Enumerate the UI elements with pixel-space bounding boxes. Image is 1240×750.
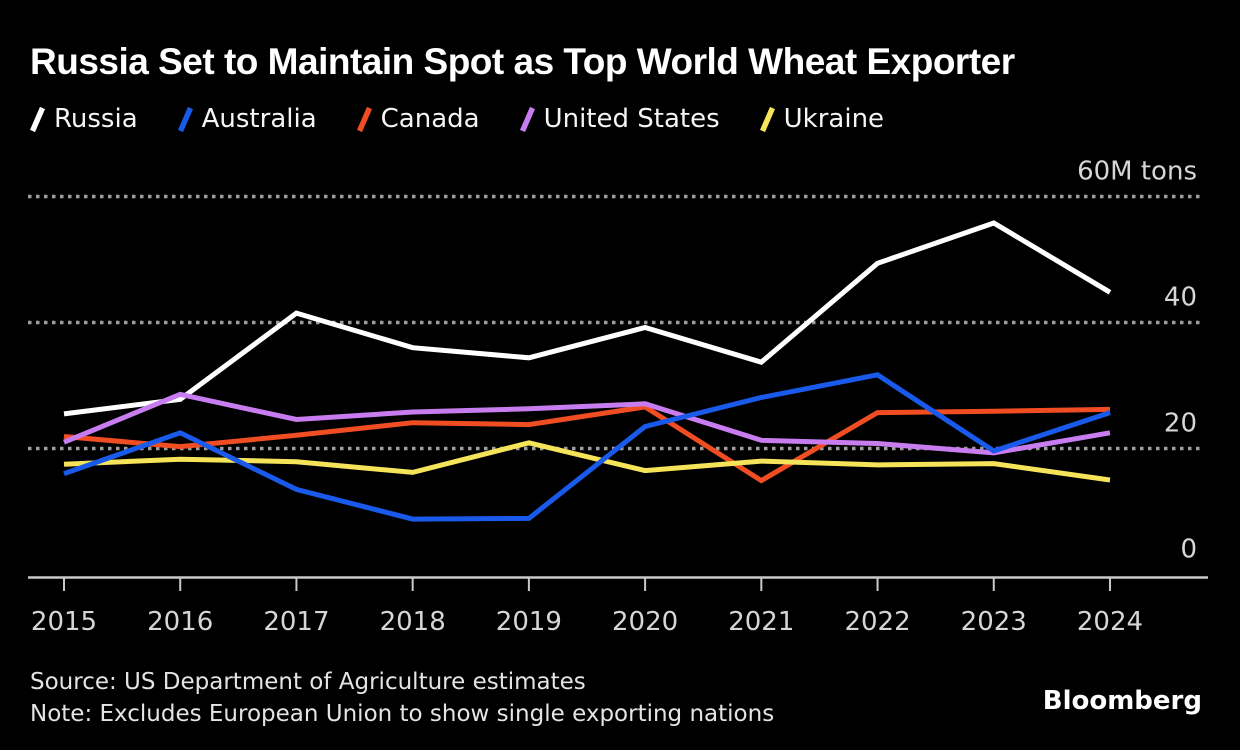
y-tick-label-40: 40 xyxy=(1164,283,1197,313)
line-chart: 0 20 40 60M tons 2015 2016 2017 2018 2019 2020 202… xyxy=(28,157,1208,637)
chart-legend: Russia Australia Canada United States Ukrain… xyxy=(30,104,884,134)
legend-item-label: Australia xyxy=(201,104,317,134)
legend-slash-icon-ukraine xyxy=(759,106,775,132)
x-tick-label-2018: 2018 xyxy=(380,607,446,637)
legend-item-canada: Canada xyxy=(356,104,480,134)
legend-item-ukraine: Ukraine xyxy=(759,104,885,134)
legend-item-label: Canada xyxy=(380,104,480,134)
series-line-united-states xyxy=(63,391,1111,456)
legend-item-australia: Australia xyxy=(177,104,317,134)
y-tick-label-60: 60M tons xyxy=(1077,157,1197,187)
legend-slash-icon-canada xyxy=(356,106,372,132)
x-tick-label-2022: 2022 xyxy=(844,607,910,637)
x-tick-label-2019: 2019 xyxy=(496,607,562,637)
source-line: Source: US Department of Agriculture est… xyxy=(30,669,586,695)
chart-footer: Source: US Department of Agriculture est… xyxy=(30,666,774,730)
x-tick-label-2017: 2017 xyxy=(263,607,329,637)
x-tick-label-2021: 2021 xyxy=(728,607,794,637)
legend-slash-icon-australia xyxy=(177,106,193,132)
bloomberg-logo: Bloomberg xyxy=(1042,686,1202,716)
x-tick-label-2023: 2023 xyxy=(961,607,1027,637)
note-line: Note: Excludes European Union to show si… xyxy=(30,701,775,727)
y-tick-label-0: 0 xyxy=(1180,535,1197,565)
legend-item-label: United States xyxy=(543,104,720,134)
chart-title: Russia Set to Maintain Spot as Top World… xyxy=(30,41,1015,82)
series-line-russia xyxy=(63,220,1112,417)
legend-item-label: Ukraine xyxy=(783,104,885,134)
legend-item-russia: Russia xyxy=(30,104,138,134)
x-tick-label-2016: 2016 xyxy=(147,607,213,637)
legend-slash-icon-united-states xyxy=(519,106,535,132)
y-tick-label-20: 20 xyxy=(1164,409,1197,439)
legend-item-united-states: United States xyxy=(519,104,720,134)
legend-item-label: Russia xyxy=(54,104,138,134)
x-tick-label-2015: 2015 xyxy=(31,607,97,637)
x-tick-label-2024: 2024 xyxy=(1077,607,1143,637)
x-tick-label-2020: 2020 xyxy=(612,607,678,637)
legend-slash-icon-russia xyxy=(30,106,45,132)
series-line-australia xyxy=(63,372,1111,522)
